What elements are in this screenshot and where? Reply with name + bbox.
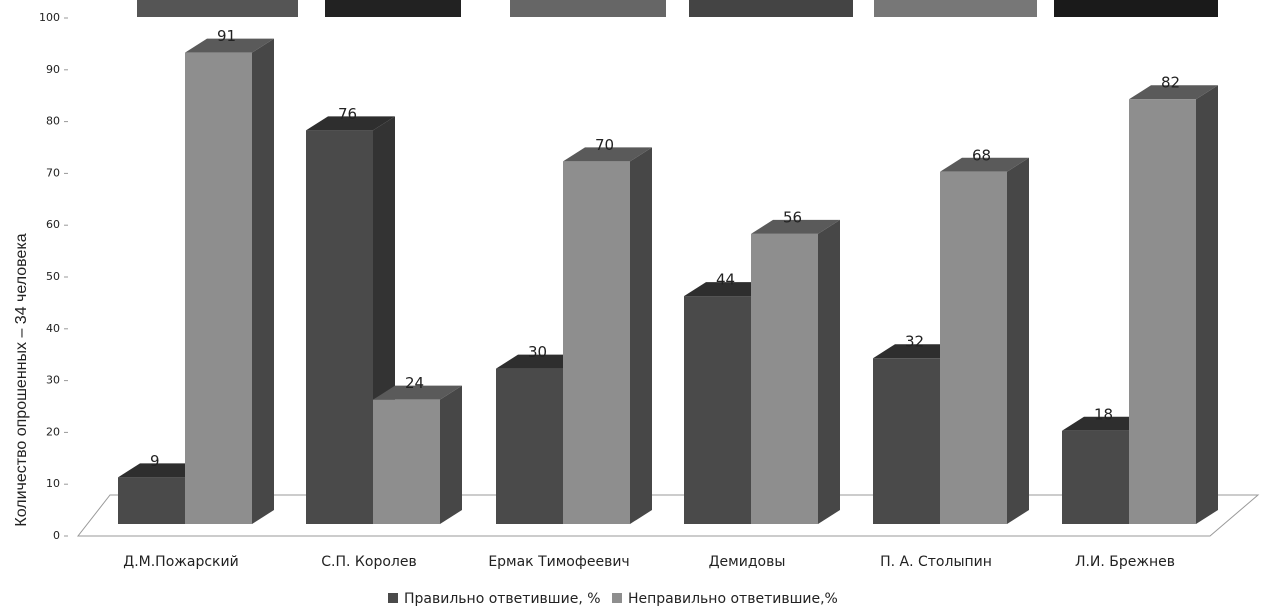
x-tick-label: Л.И. Брежнев bbox=[1075, 554, 1175, 570]
legend-label: Правильно ответившие, % bbox=[404, 591, 601, 607]
bar-side bbox=[630, 147, 652, 524]
bar-side bbox=[1007, 157, 1029, 524]
bar bbox=[751, 233, 818, 525]
x-tick-label: Демидовы bbox=[709, 554, 786, 570]
portrait bbox=[510, 0, 666, 17]
bar-top bbox=[496, 354, 585, 369]
bar-top bbox=[118, 463, 207, 478]
bar bbox=[373, 399, 440, 524]
bar bbox=[563, 161, 630, 524]
bar-top bbox=[940, 157, 1029, 172]
legend-label: Неправильно ответившие,% bbox=[628, 591, 838, 607]
value-label: 91 bbox=[217, 27, 236, 45]
y-tick-label: 40 bbox=[46, 322, 60, 335]
portrait bbox=[325, 0, 461, 17]
portrait bbox=[1054, 0, 1218, 17]
bar-top bbox=[873, 344, 962, 359]
bar bbox=[1129, 99, 1196, 525]
value-label: 18 bbox=[1094, 405, 1113, 423]
x-tick-label: С.П. Королев bbox=[321, 554, 416, 570]
bar bbox=[185, 52, 252, 525]
value-label: 56 bbox=[783, 208, 802, 226]
y-tick-label: 80 bbox=[46, 115, 60, 128]
portrait bbox=[137, 0, 298, 17]
bar bbox=[118, 477, 185, 524]
value-label: 30 bbox=[528, 343, 547, 361]
bar-side bbox=[440, 385, 462, 524]
portrait bbox=[874, 0, 1037, 17]
x-tick-label: Д.М.Пожарский bbox=[123, 554, 238, 570]
y-tick-label: 70 bbox=[46, 166, 60, 179]
x-tick-label: Ермак Тимофеевич bbox=[488, 554, 629, 570]
bar-top bbox=[751, 219, 840, 234]
y-tick-label: 100 bbox=[39, 11, 60, 24]
bar-side bbox=[1196, 85, 1218, 525]
bar-top bbox=[185, 38, 274, 53]
bar-top bbox=[306, 116, 395, 131]
y-tick-label: 20 bbox=[46, 425, 60, 438]
bar-side bbox=[818, 219, 840, 525]
y-tick-label: 10 bbox=[46, 477, 60, 490]
value-label: 68 bbox=[972, 146, 991, 164]
bar bbox=[496, 368, 563, 524]
bar-top bbox=[563, 147, 652, 162]
y-axis-label: Количество опрошенных – 34 человека bbox=[13, 233, 30, 526]
legend-swatch bbox=[388, 593, 398, 603]
bar-side bbox=[252, 38, 274, 525]
x-tick-label: П. А. Столыпин bbox=[880, 554, 992, 570]
value-label: 9 bbox=[150, 452, 160, 470]
value-label: 76 bbox=[338, 105, 357, 123]
y-tick-label: 30 bbox=[46, 374, 60, 387]
value-label: 82 bbox=[1161, 74, 1180, 92]
bar bbox=[684, 296, 751, 524]
bar-top bbox=[373, 385, 462, 400]
bar bbox=[306, 130, 373, 524]
bar bbox=[873, 358, 940, 524]
portraits bbox=[137, 0, 1218, 17]
value-label: 32 bbox=[905, 333, 924, 351]
bar-top bbox=[1129, 85, 1218, 100]
value-label: 44 bbox=[716, 271, 735, 289]
bar bbox=[1062, 430, 1129, 524]
bar-top bbox=[684, 282, 773, 297]
legend-swatch bbox=[612, 593, 622, 603]
value-label: 24 bbox=[405, 374, 424, 392]
value-label: 70 bbox=[595, 136, 614, 154]
y-tick-label: 50 bbox=[46, 270, 60, 283]
y-tick-label: 60 bbox=[46, 218, 60, 231]
bar-top bbox=[1062, 416, 1151, 431]
y-tick-label: 0 bbox=[53, 529, 60, 542]
y-tick-label: 90 bbox=[46, 63, 60, 76]
portrait bbox=[689, 0, 853, 17]
bar bbox=[940, 171, 1007, 524]
